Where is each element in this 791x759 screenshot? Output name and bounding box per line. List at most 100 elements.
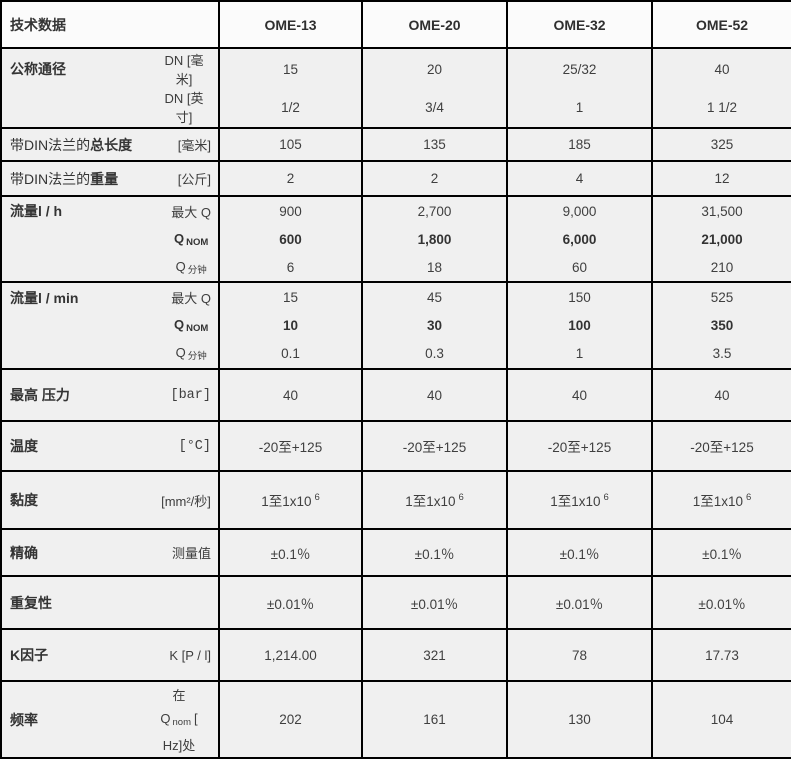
cell-value: 17.73 (705, 647, 739, 663)
cell-value: 105 (279, 137, 302, 152)
row-weight-din-flange: 带DIN法兰的重量 [公斤] 2 2 4 12 (0, 160, 791, 197)
unit-bar: [bar] (170, 387, 211, 403)
table-header-row: 技术数据 OME-13 OME-20 OME-32 OME-52 (0, 0, 791, 49)
cell-value: 4 (575, 171, 584, 186)
cell-ome13: 105 (218, 127, 363, 162)
row-label: 带DIN法兰的重量 (10, 170, 119, 187)
cell-value: 525 (710, 290, 734, 305)
cell-value: -20至+125 (547, 440, 612, 455)
cell-ome20: ±0.01％ (361, 575, 508, 630)
label-q-min: Q 分钟 (175, 258, 207, 276)
cell-value: 2 (286, 171, 295, 186)
cell-value: 321 (423, 647, 446, 663)
cell-ome52: 40 1 1/2 (651, 47, 791, 129)
label-q-min: Q 分钟 (175, 345, 207, 362)
cell-ome32: ±0.1％ (506, 528, 653, 577)
cell-value: 1至1x10 (550, 494, 601, 509)
column-header-ome32: OME-32 (506, 0, 653, 49)
cell-value: 1 1/2 (706, 99, 738, 115)
column-header-ome52: OME-52 (651, 0, 791, 49)
row-label-cell: 公称通径 DN [毫米] DN [英寸] (0, 47, 220, 129)
unit-kg: [公斤] (177, 172, 211, 187)
row-label-cell: 流量l / min 最大 Q Q NOM Q 分钟 (0, 281, 220, 370)
cell-ome13: 40 (218, 368, 363, 422)
cell-value: 60 (571, 259, 588, 275)
cell-value: 1 (575, 346, 584, 361)
cell-ome32: 130 (506, 680, 653, 759)
row-label: 流量l / h (10, 203, 63, 219)
cell-ome13: 1,214.00 (218, 628, 363, 682)
cell-value: 104 (710, 712, 734, 727)
cell-ome13: 900 600 6 (218, 195, 363, 283)
cell-ome32: 9,000 6,000 60 (506, 195, 653, 283)
row-label: 带DIN法兰的总长度 (10, 136, 133, 153)
cell-value: 350 (710, 318, 734, 333)
cell-value: ±0.01％ (698, 596, 746, 612)
row-label-cell: 带DIN法兰的总长度 [毫米] (0, 127, 220, 162)
cell-ome13: -20至+125 (218, 420, 363, 472)
cell-ome32: -20至+125 (506, 420, 653, 472)
cell-ome52: ±0.01％ (651, 575, 791, 630)
column-header-ome13: OME-13 (218, 0, 363, 49)
row-label-cell: K因子 K [P / l] (0, 628, 220, 682)
cell-ome32: 185 (506, 127, 653, 162)
cell-value: -20至+125 (258, 440, 323, 455)
label-q-max: 最大 Q (171, 204, 211, 220)
cell-value: 185 (568, 137, 591, 152)
row-accuracy: 精确 测量值 ±0.1％ ±0.1％ ±0.1％ ±0.1％ (0, 528, 791, 577)
row-label-cell: 带DIN法兰的重量 [公斤] (0, 160, 220, 197)
cell-value: 1/2 (281, 99, 300, 115)
cell-ome32: 25/32 1 (506, 47, 653, 129)
cell-value: -20至+125 (402, 440, 467, 455)
unit-k-p-l: K [P / l] (169, 647, 211, 663)
cell-ome32: 150 100 1 (506, 281, 653, 370)
exponent: 6 (746, 492, 752, 503)
cell-ome20: 2,700 1,800 18 (361, 195, 508, 283)
cell-value: 3.5 (712, 346, 732, 361)
cell-value: 900 (279, 203, 302, 219)
label-q-max: 最大 Q (171, 291, 211, 306)
row-label-cell: 最高 压力 [bar] (0, 368, 220, 422)
unit-dn-inch: DN [英寸] (164, 91, 204, 125)
cell-ome13: 1至1x10 6 (218, 470, 363, 530)
cell-value: 150 (568, 290, 591, 305)
cell-value: ±0.1％ (270, 546, 311, 562)
cell-ome20: ±0.1％ (361, 528, 508, 577)
unit-labels: DN [毫米] DN [英寸] (157, 50, 211, 126)
cell-value: 40 (426, 387, 443, 403)
column-header-ome20: OME-20 (361, 0, 508, 49)
cell-ome13: 2 (218, 160, 363, 197)
cell-value: 10 (282, 318, 299, 333)
cell-ome20: 20 3/4 (361, 47, 508, 129)
row-repeatability: 重复性 ±0.01％ ±0.01％ ±0.01％ ±0.01％ (0, 575, 791, 630)
cell-value: 210 (710, 259, 734, 275)
cell-value: 20 (426, 61, 443, 77)
cell-value: ±0.01％ (555, 596, 604, 612)
cell-value: 1至1x10 (692, 494, 743, 509)
cell-value: 600 (279, 231, 302, 247)
row-label-cell: 精确 测量值 (0, 528, 220, 577)
table-title: 技术数据 (10, 16, 66, 33)
cell-ome52: 525 350 3.5 (651, 281, 791, 370)
row-label: 公称通径 (10, 61, 66, 77)
row-label: 精确 (10, 544, 38, 561)
cell-value: 1至1x10 (261, 494, 312, 509)
cell-value: -20至+125 (690, 440, 754, 455)
q-labels: 最大 Q Q NOM Q 分钟 (171, 284, 211, 367)
row-label-cell: 流量l / h 最大 Q Q NOM Q 分钟 (0, 195, 220, 283)
cell-ome52: 325 (651, 127, 791, 162)
cell-ome20: 1至1x10 6 (361, 470, 508, 530)
cell-value: 202 (279, 712, 302, 727)
unit-mm: [毫米] (177, 138, 211, 153)
cell-value: ±0.01％ (410, 596, 459, 612)
cell-value: 6 (286, 259, 295, 275)
row-label-cell: 重复性 (0, 575, 220, 630)
cell-ome13: 15 10 0.1 (218, 281, 363, 370)
cell-ome13: 15 1/2 (218, 47, 363, 129)
row-max-pressure: 最高 压力 [bar] 40 40 40 40 (0, 368, 791, 422)
unit-measured-value: 测量值 (171, 546, 211, 561)
row-temperature: 温度 [°C] -20至+125 -20至+125 -20至+125 -20至+… (0, 420, 791, 472)
